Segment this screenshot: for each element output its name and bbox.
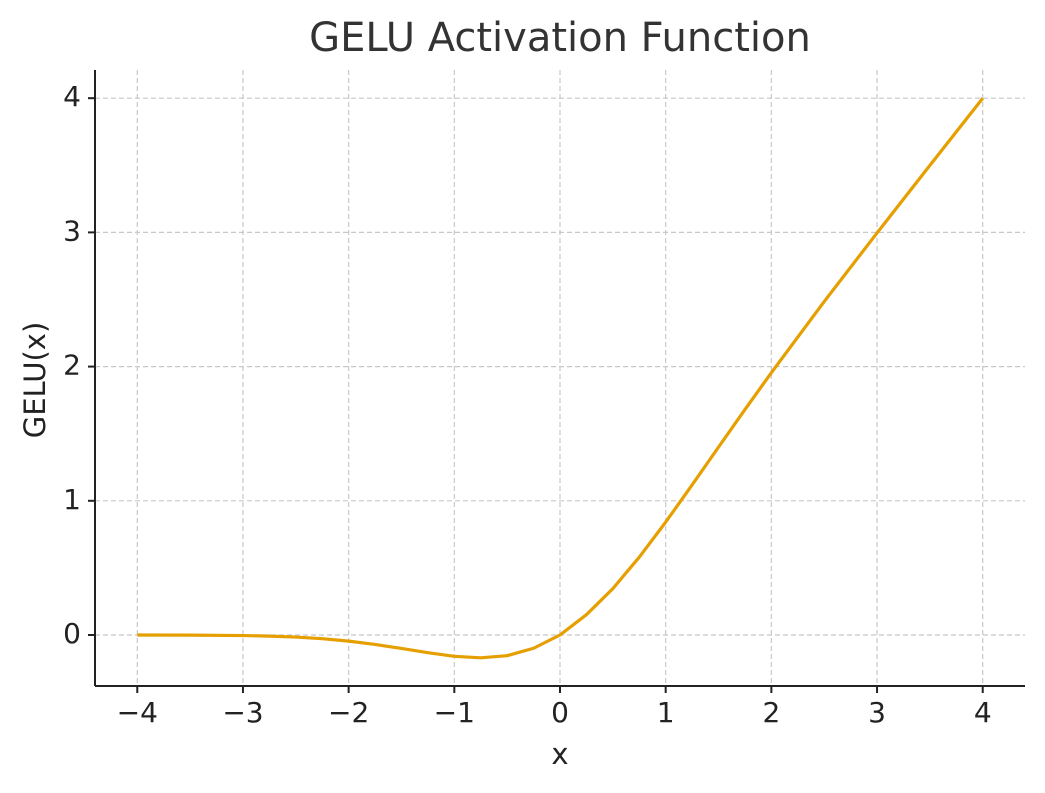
x-axis-label: x	[551, 737, 568, 771]
x-tick-label: 4	[974, 696, 992, 729]
x-tick-label: 3	[868, 696, 886, 729]
y-tick-label: 0	[63, 617, 81, 650]
y-tick-label: 3	[63, 214, 81, 247]
y-tick-label: 2	[63, 349, 81, 382]
data-line	[137, 97, 984, 660]
x-tick-label: −2	[328, 696, 369, 729]
x-tick-label: −1	[434, 696, 475, 729]
x-tick-label: 0	[551, 696, 569, 729]
x-tick-label: 1	[657, 696, 675, 729]
y-axis-label: GELU(x)	[18, 322, 52, 439]
chart-title: GELU Activation Function	[309, 15, 811, 61]
y-tick-label: 4	[63, 80, 81, 113]
x-tick-label: −3	[222, 696, 263, 729]
y-tick-label: 1	[63, 483, 81, 516]
x-tick-label: −4	[117, 696, 158, 729]
x-tick-label: 2	[762, 696, 780, 729]
